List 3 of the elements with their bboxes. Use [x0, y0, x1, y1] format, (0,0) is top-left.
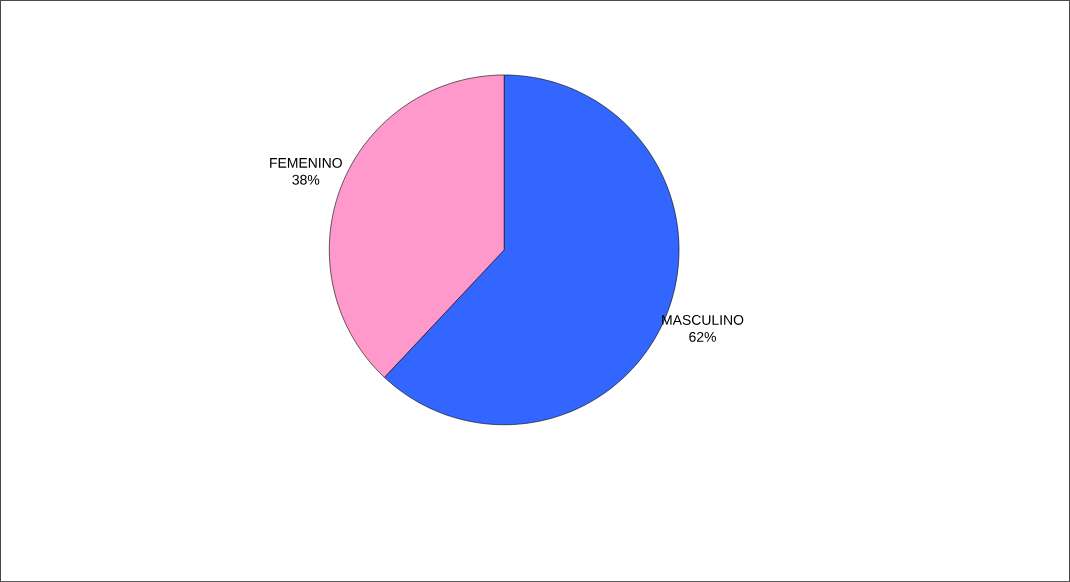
slice-label: FEMENINO	[270, 157, 342, 168]
data-label: 38%	[292, 174, 320, 185]
data-label: 62%	[689, 331, 716, 342]
